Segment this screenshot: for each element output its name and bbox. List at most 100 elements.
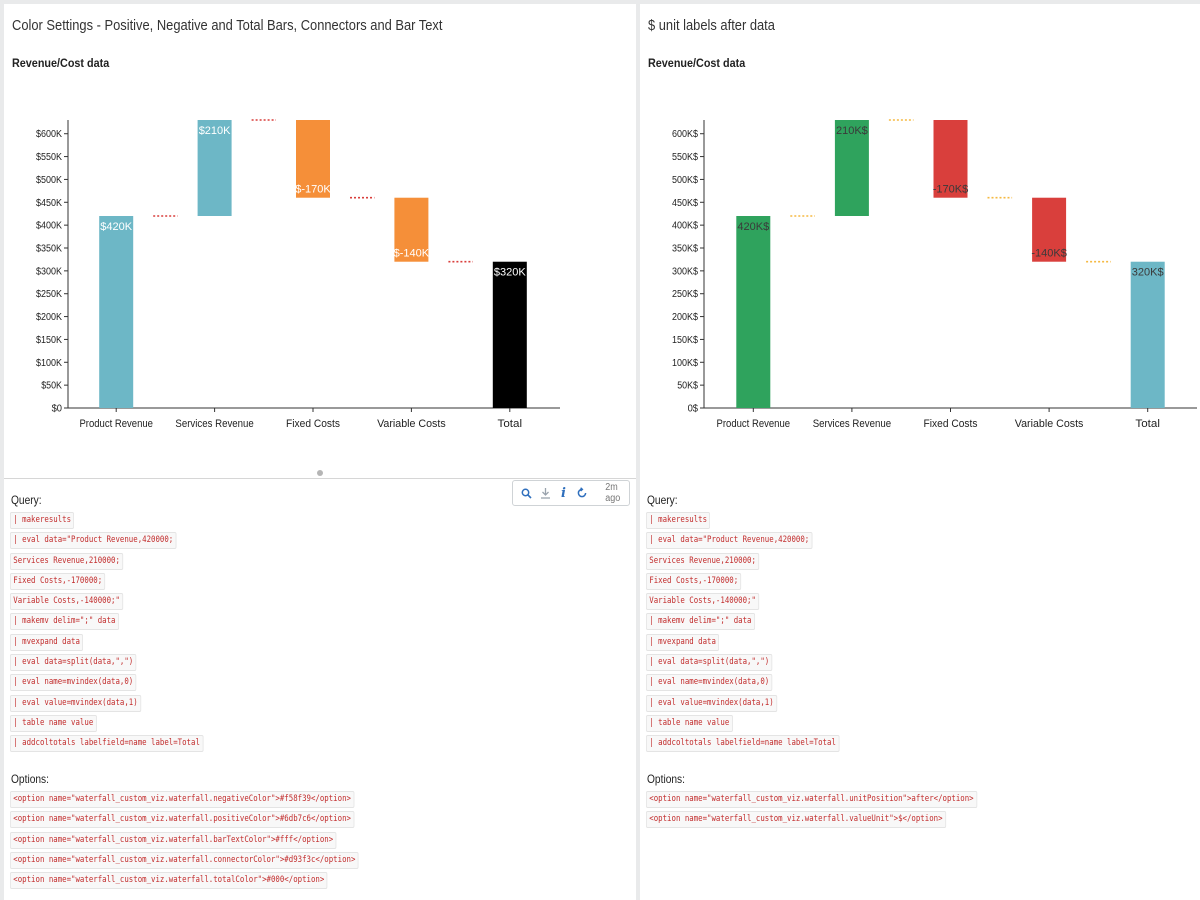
bar-variable-costs (394, 197, 429, 262)
query-line: | addcoltotals labelfield=name label=Tot… (646, 735, 840, 753)
query-line: | makemv delim=";" data (646, 613, 755, 631)
last-updated: 2m ago (605, 482, 621, 504)
y-tick-label: $500K (36, 175, 62, 186)
y-tick-label: 50K$ (677, 381, 698, 392)
bar-fixed-costs (933, 120, 968, 198)
y-tick-label: 200K$ (672, 312, 698, 323)
option-line: <option name="waterfall_custom_viz.water… (10, 831, 337, 849)
search-icon[interactable] (521, 486, 532, 500)
x-tick-label: Services Revenue (813, 418, 891, 430)
option-line: <option name="waterfall_custom_viz.water… (10, 872, 328, 890)
bar-label: -140K$ (1031, 248, 1066, 260)
panel-title: Color Settings - Positive, Negative and … (12, 17, 443, 34)
bar-label: $320K (494, 267, 526, 279)
x-tick-label: Fixed Costs (286, 418, 340, 430)
refresh-icon[interactable] (576, 486, 588, 500)
query-line: | makemv delim=";" data (10, 613, 119, 631)
query-line: Services Revenue,210000; (646, 552, 760, 570)
query-label: Query: (647, 493, 678, 507)
bar-variable-costs (1032, 197, 1067, 262)
query-line: Fixed Costs,-170000; (646, 572, 742, 590)
x-tick-label: Total (498, 418, 523, 430)
option-line: <option name="waterfall_custom_viz.water… (10, 811, 355, 829)
y-tick-label: 100K$ (672, 358, 698, 369)
panel-unit-labels: $ unit labels after data Revenue/Cost da… (640, 4, 1200, 900)
query-line: | eval data="Product Revenue,420000; (10, 532, 177, 550)
x-tick-label: Product Revenue (717, 418, 791, 430)
y-tick-label: $600K (36, 129, 62, 140)
y-tick-label: $550K (36, 152, 62, 163)
query-line: | eval value=mvindex(data,1) (10, 694, 141, 712)
query-line: Variable Costs,-140000;" (646, 593, 760, 611)
options-label: Options: (647, 772, 685, 786)
query-line: Fixed Costs,-170000; (10, 572, 106, 590)
query-line: | mvexpand data (646, 633, 720, 651)
y-tick-label: 500K$ (672, 175, 698, 186)
query-code: | makeresults | eval data="Product Revenu… (646, 509, 882, 753)
option-line: <option name="waterfall_custom_viz.water… (646, 811, 946, 829)
query-line: Variable Costs,-140000;" (10, 593, 124, 611)
y-tick-label: 0$ (688, 404, 699, 415)
option-line: <option name="waterfall_custom_viz.water… (646, 791, 977, 808)
bar-fixed-costs (296, 120, 330, 198)
bar-product-revenue (99, 216, 134, 408)
options-code: <option name="waterfall_custom_viz.water… (10, 788, 435, 890)
resize-handle[interactable] (317, 470, 323, 476)
download-icon[interactable] (540, 486, 551, 500)
query-line: | table name value (10, 714, 97, 732)
y-tick-label: $200K (36, 312, 62, 323)
bar-label: 320K$ (1132, 267, 1164, 279)
y-tick-label: 450K$ (672, 198, 698, 209)
x-tick-label: Variable Costs (1015, 418, 1084, 430)
x-tick-label: Services Revenue (175, 418, 253, 430)
bar-label: $420K (100, 221, 132, 233)
bar-label: 210K$ (836, 125, 868, 137)
query-line: | eval name=mvindex(data,0) (646, 674, 773, 692)
option-line: <option name="waterfall_custom_viz.water… (10, 851, 359, 869)
x-tick-label: Total (1135, 418, 1160, 430)
waterfall-chart: 0$ 50K$ 100K$ 150K$ 200K$ 250K$ 300K$ 350K$ 400K… (672, 119, 1197, 430)
x-tick-label: Variable Costs (377, 418, 446, 430)
query-line: | eval value=mvindex(data,1) (646, 694, 777, 712)
bar-services-revenue (834, 120, 869, 216)
bar-label: $-140K (394, 248, 430, 260)
panel-toolbar: i 2m ago (512, 480, 630, 506)
y-tick-label: $300K (36, 266, 62, 277)
query-line: | addcoltotals labelfield=name label=Tot… (10, 735, 204, 753)
info-icon[interactable]: i (561, 485, 566, 501)
query-line: | eval name=mvindex(data,0) (10, 674, 137, 692)
y-tick-label: 350K$ (672, 244, 698, 255)
options-code: <option name="waterfall_custom_viz.water… (646, 788, 1050, 829)
y-tick-label: $50K (41, 381, 62, 392)
y-tick-label: $400K (36, 221, 62, 232)
query-line: | eval data="Product Revenue,420000; (646, 532, 813, 550)
query-code: | makeresults | eval data="Product Revenu… (10, 509, 246, 753)
y-tick-label: 150K$ (672, 335, 698, 346)
query-line: | makeresults (646, 512, 711, 529)
y-tick-label: 550K$ (672, 152, 698, 163)
query-line: | mvexpand data (10, 633, 84, 651)
y-tick-label: 400K$ (672, 221, 698, 232)
bar-services-revenue (197, 120, 232, 216)
y-tick-label: $450K (36, 198, 62, 209)
bar-label: 420K$ (737, 221, 769, 233)
waterfall-chart: $0 $50K $100K $150K $200K $250K $300K $350K $400… (36, 119, 560, 430)
y-tick-label: $100K (36, 358, 62, 369)
bar-label: $-170K (295, 184, 331, 196)
panel-color-settings: Color Settings - Positive, Negative and … (4, 4, 636, 900)
panel-divider (4, 478, 636, 479)
bar-total (1130, 261, 1165, 408)
y-tick-label: 250K$ (672, 289, 698, 300)
bar-label: $210K (199, 125, 231, 137)
query-line: | makeresults (10, 512, 75, 529)
y-tick-label: $350K (36, 244, 62, 255)
y-tick-label: 300K$ (672, 266, 698, 277)
options-label: Options: (11, 772, 49, 786)
chart-title: Revenue/Cost data (12, 56, 110, 70)
query-line: Services Revenue,210000; (10, 552, 124, 570)
bar-total (492, 261, 527, 408)
query-line: | eval data=split(data,",") (10, 654, 137, 672)
query-line: | table name value (646, 714, 733, 732)
query-label: Query: (11, 493, 42, 507)
x-tick-label: Fixed Costs (924, 418, 978, 430)
